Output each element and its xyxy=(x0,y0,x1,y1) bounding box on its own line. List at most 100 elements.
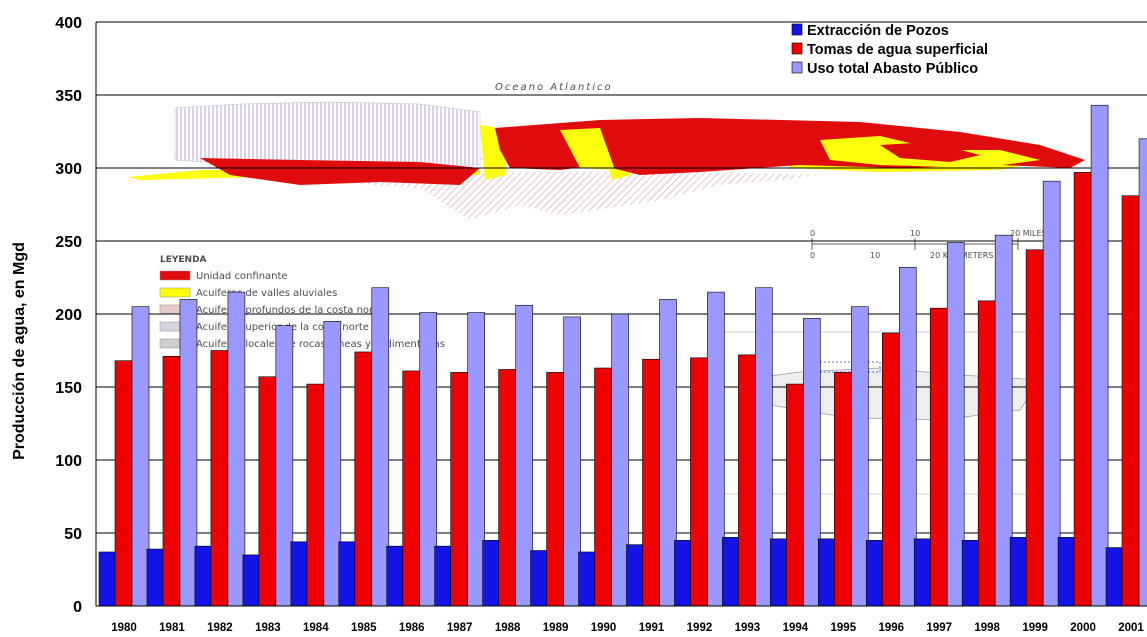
map-location-highlight xyxy=(819,361,881,373)
bar-surface-1985 xyxy=(354,351,373,607)
bar-total-2000 xyxy=(1090,104,1109,607)
bar-surface-1987 xyxy=(450,372,468,607)
x-tick-label: 1980 xyxy=(111,622,137,634)
bar-wells-1988 xyxy=(482,539,500,607)
bar-surface-1992 xyxy=(690,357,708,607)
x-tick-labels: 1980 1981 1982 1983 1984 1985 1986 1987 1988 1989… xyxy=(111,622,1144,634)
bar-surface-1982 xyxy=(210,350,229,607)
bar-wells-1983 xyxy=(242,554,261,607)
x-tick-label: 1998 xyxy=(974,622,1000,634)
bar-surface-1981 xyxy=(162,356,181,607)
map-legend-label: Unidad confinante xyxy=(196,271,288,282)
x-tick-label: 1986 xyxy=(399,622,425,634)
bar-wells-2000 xyxy=(1057,537,1076,607)
x-tick-label: 1999 xyxy=(1022,622,1048,634)
bars xyxy=(98,104,1147,607)
bar-wells-1998 xyxy=(961,539,980,607)
bar-surface-1998 xyxy=(977,300,996,607)
scale-miles-0: 0 xyxy=(810,229,815,238)
x-tick-label: 1984 xyxy=(303,622,329,634)
scale-km-10: 10 xyxy=(870,251,880,260)
legend-label: Extracción de Pozos xyxy=(807,23,949,39)
bar-wells-1999 xyxy=(1009,537,1028,607)
x-tick-label: 1989 xyxy=(543,622,569,634)
bar-surface-1984 xyxy=(306,383,325,607)
map-legend-title: LEYENDA xyxy=(160,255,207,265)
bar-wells-1987 xyxy=(434,545,452,607)
bar-surface-1996 xyxy=(881,332,900,607)
x-tick-label: 1987 xyxy=(447,622,473,634)
bar-wells-1991 xyxy=(626,544,644,607)
map-north-aquifer-region xyxy=(174,101,481,169)
x-tick-label: 2000 xyxy=(1070,622,1096,634)
bar-wells-1997 xyxy=(913,538,932,607)
bar-total-1986 xyxy=(419,312,438,607)
scale-miles-20: 20 MILES xyxy=(1010,229,1047,238)
x-tick-label: 2001 xyxy=(1118,622,1144,634)
y-tick-label: 350 xyxy=(55,88,82,105)
bar-total-1988 xyxy=(515,304,533,607)
x-tick-label: 1988 xyxy=(495,622,521,634)
map-ocean-label: Oceano Atlantico xyxy=(495,82,613,93)
bar-wells-1996 xyxy=(865,539,884,607)
legend-swatch xyxy=(791,23,803,36)
x-tick-label: 1993 xyxy=(735,622,761,634)
x-tick-label: 1985 xyxy=(351,622,377,634)
bar-total-1983 xyxy=(275,325,294,607)
y-tick-label: 200 xyxy=(55,307,82,324)
x-tick-label: 1991 xyxy=(639,622,665,634)
bar-total-1990 xyxy=(611,313,629,607)
map-legend-label: Acuiferos de valles aluviales xyxy=(196,288,337,299)
y-axis-label: Producción de agua, en Mgd xyxy=(11,242,28,460)
x-tick-label: 1994 xyxy=(783,622,809,634)
x-tick-label: 1981 xyxy=(159,622,185,634)
bar-total-1992 xyxy=(707,291,725,607)
bar-surface-1989 xyxy=(546,372,564,607)
bar-surface-1986 xyxy=(402,370,421,607)
bar-wells-2001 xyxy=(1105,547,1124,607)
scale-km-0: 0 xyxy=(810,251,815,260)
bar-total-1997 xyxy=(946,242,965,607)
bar-total-1989 xyxy=(563,316,581,607)
y-tick-label: 150 xyxy=(55,380,82,397)
map-legend: LEYENDA Unidad confinante Acuiferos de va… xyxy=(159,255,445,350)
scale-miles-10: 10 xyxy=(910,229,920,238)
bar-wells-1985 xyxy=(338,541,357,607)
x-tick-label: 1995 xyxy=(831,622,857,634)
bar-total-1984 xyxy=(323,320,342,607)
x-tick-label: 1997 xyxy=(926,622,952,634)
bar-total-2001 xyxy=(1138,138,1147,607)
y-tick-label: 300 xyxy=(55,161,82,178)
bar-surface-1993 xyxy=(738,354,756,607)
bar-total-1995 xyxy=(851,306,869,607)
bar-total-1991 xyxy=(659,299,677,607)
bar-wells-1981 xyxy=(146,548,165,607)
map-legend-label: Acuiferos locales de rocas igneas y sedi… xyxy=(196,339,445,350)
bar-total-1993 xyxy=(755,287,773,607)
bar-total-1985 xyxy=(371,287,390,607)
x-tick-label: 1996 xyxy=(878,622,904,634)
axes xyxy=(95,22,1147,607)
bar-total-1999 xyxy=(1042,180,1061,607)
bar-surface-1980 xyxy=(114,360,133,607)
bar-surface-1988 xyxy=(498,369,516,607)
bar-wells-1990 xyxy=(578,551,596,607)
bar-wells-1986 xyxy=(386,545,405,607)
bar-surface-1994 xyxy=(786,383,804,607)
bar-wells-1982 xyxy=(194,545,213,607)
y-tick-labels: 0 50 100 150 200 250 300 350 400 xyxy=(55,15,82,616)
map-legend-label: Acuiferos profundos de la costa norte xyxy=(196,305,383,316)
map-legend-swatch xyxy=(159,287,191,298)
y-tick-label: 400 xyxy=(55,15,82,32)
bar-wells-1992 xyxy=(674,539,692,607)
bar-total-1996 xyxy=(898,266,917,607)
bar-surface-1991 xyxy=(642,358,660,607)
bar-surface-1997 xyxy=(929,307,948,607)
y-tick-label: 250 xyxy=(55,234,82,251)
bar-wells-1995 xyxy=(818,538,836,607)
bar-surface-2000 xyxy=(1073,172,1092,607)
legend-label: Tomas de agua superficial xyxy=(807,42,988,58)
bar-total-1998 xyxy=(994,234,1013,607)
map-legend-swatch xyxy=(159,270,191,281)
